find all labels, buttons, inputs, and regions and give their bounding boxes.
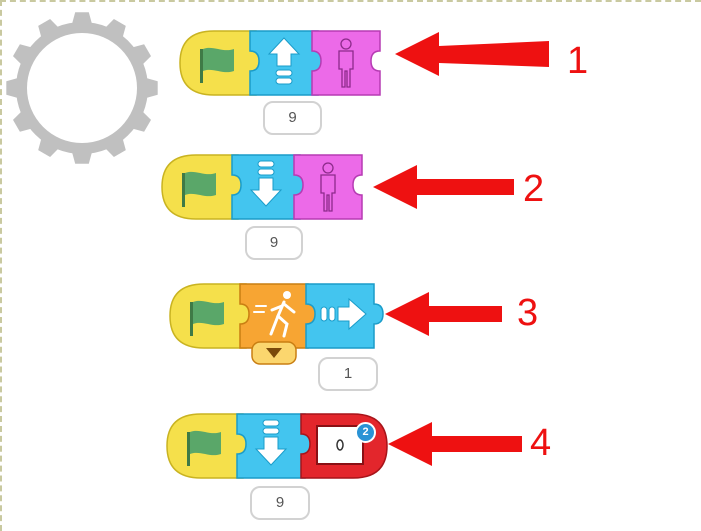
row-4-script: [165, 412, 395, 482]
arrow-down-icon: [249, 160, 283, 207]
row-2-param[interactable]: 9: [245, 226, 303, 260]
row-3-number: 3: [517, 292, 539, 334]
gear-tooth: [131, 110, 151, 132]
flag-icon: [200, 47, 234, 83]
move-right-block[interactable]: [305, 283, 384, 349]
character-appear-block[interactable]: [293, 154, 363, 220]
gear-tooth: [71, 12, 93, 25]
red-arrow-icon: [385, 288, 503, 345]
row-1-param[interactable]: 9: [263, 101, 322, 135]
row-4-param[interactable]: 9: [250, 486, 310, 520]
row-3-param[interactable]: 1: [318, 357, 378, 391]
arrow-down-icon: [254, 419, 288, 466]
flag-icon: [190, 300, 224, 336]
gear-tooth: [13, 44, 33, 66]
red-arrow-icon: [388, 418, 523, 475]
gear-icon[interactable]: [2, 8, 162, 173]
go-to-page-block[interactable]: [300, 413, 388, 479]
row-4-number: 4: [530, 422, 552, 464]
gear-tooth: [104, 137, 126, 157]
row-1-script: [178, 29, 398, 97]
row-2-number: 2: [523, 168, 545, 210]
gear-tooth: [38, 19, 60, 39]
gear-tooth: [38, 137, 60, 157]
gear-tooth: [104, 19, 126, 39]
flag-icon: [182, 171, 216, 207]
flag-icon: [187, 430, 221, 466]
character-appear-block[interactable]: [311, 30, 381, 96]
dropdown-icon[interactable]: [251, 341, 297, 365]
arrow-up-icon: [267, 37, 301, 85]
arrow-right-icon: [320, 297, 367, 331]
person-icon: [338, 38, 354, 88]
running-person-icon: [253, 291, 296, 338]
gear-tooth: [145, 77, 158, 99]
gear-tooth: [13, 110, 33, 132]
person-icon: [320, 162, 336, 212]
row-3-script: [168, 282, 388, 372]
move-down-block[interactable]: [236, 413, 315, 479]
row-2-script: [160, 153, 380, 221]
row-1-number: 1: [567, 40, 589, 82]
page-number-badge: 2: [355, 422, 376, 443]
gear-tooth: [71, 151, 93, 164]
move-up-block[interactable]: [249, 30, 328, 96]
gear-tooth: [131, 44, 151, 66]
red-arrow-icon: [395, 28, 551, 85]
red-arrow-icon: [373, 161, 515, 218]
gear-tooth: [6, 77, 19, 99]
